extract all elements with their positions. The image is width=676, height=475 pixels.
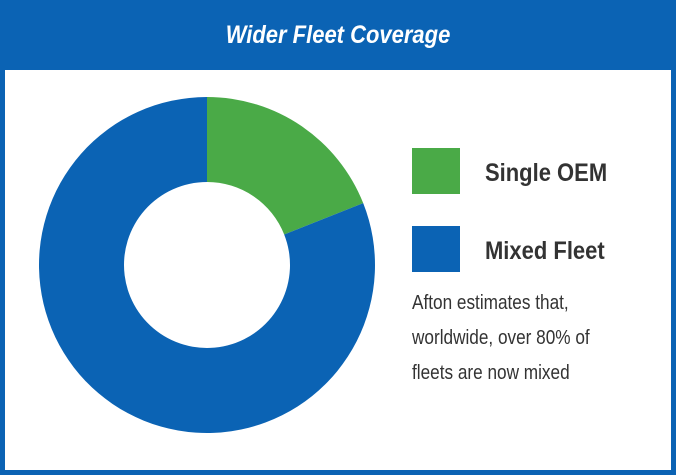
legend-swatch — [412, 226, 460, 272]
note-line: worldwide, over 80% of — [411, 326, 590, 349]
legend: Single OEM Mixed Fleet — [412, 148, 607, 272]
note-line: Afton estimates that, — [412, 291, 569, 314]
note-line: fleets are now mixed — [412, 361, 570, 384]
donut — [39, 97, 376, 433]
legend-label: Single OEM — [485, 159, 607, 187]
donut-slice — [39, 97, 376, 433]
chart-title: Wider Fleet Coverage — [226, 21, 451, 49]
legend-swatch — [412, 148, 460, 194]
donut-slice — [207, 97, 364, 235]
legend-label: Mixed Fleet — [485, 237, 605, 265]
note: Afton estimates that, worldwide, over 80%… — [411, 291, 590, 384]
